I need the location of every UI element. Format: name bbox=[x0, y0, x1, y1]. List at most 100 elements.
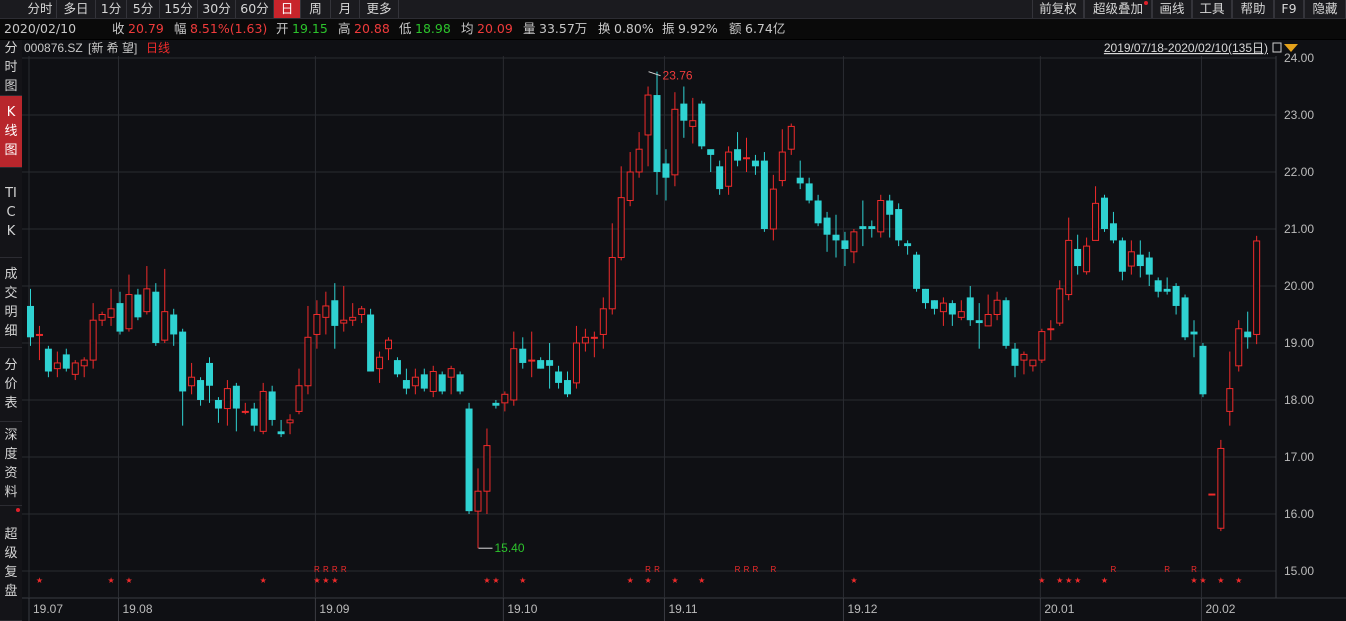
toolbar-button-6[interactable]: 隐藏 bbox=[1304, 0, 1346, 18]
amount-label: 额 bbox=[729, 21, 742, 36]
candle-body bbox=[680, 103, 688, 121]
candle-body bbox=[653, 95, 661, 172]
turnover-label: 换 bbox=[598, 21, 611, 36]
close-label: 收 bbox=[112, 21, 125, 36]
period-tab-7[interactable]: 日 bbox=[274, 0, 301, 18]
amount-value: 6.74亿 bbox=[745, 21, 786, 36]
candle-body bbox=[572, 342, 580, 384]
candle-body bbox=[367, 314, 375, 372]
toolbar-button-5[interactable]: F9 bbox=[1274, 0, 1304, 18]
candle-body bbox=[501, 393, 509, 404]
candle-body bbox=[1065, 239, 1073, 296]
x-tick-label: 19.09 bbox=[319, 602, 349, 616]
x-tick-label: 19.11 bbox=[668, 602, 697, 616]
candle-body bbox=[1136, 254, 1144, 267]
candle-body bbox=[393, 360, 401, 375]
star-signal-mark: ★ bbox=[1074, 576, 1081, 585]
candle-body bbox=[322, 305, 330, 318]
volume-value: 33.57万 bbox=[539, 21, 588, 36]
period-tab-10[interactable]: 更多 bbox=[360, 0, 399, 18]
star-signal-mark: ★ bbox=[313, 576, 320, 585]
candle-body bbox=[599, 308, 607, 335]
turnover-value: 0.80% bbox=[614, 21, 654, 36]
candle-body bbox=[1020, 353, 1028, 361]
period-tab-5[interactable]: 30分 bbox=[198, 0, 236, 18]
candle-body bbox=[939, 302, 947, 313]
candle-body bbox=[358, 308, 366, 315]
r-signal-mark: R bbox=[1191, 565, 1197, 574]
candle-body bbox=[1190, 331, 1198, 335]
candle-body bbox=[1208, 493, 1216, 496]
period-tab-4[interactable]: 15分 bbox=[160, 0, 198, 18]
side-tab-5[interactable]: 深度资料 bbox=[0, 422, 22, 506]
period-tab-3[interactable]: 5分 bbox=[127, 0, 160, 18]
candle-body bbox=[286, 419, 294, 424]
period-tab-8[interactable]: 周 bbox=[301, 0, 331, 18]
toolbar-button-label: 工具 bbox=[1199, 1, 1225, 16]
side-tab-3[interactable]: 成交明细 bbox=[0, 258, 22, 348]
high-label: 高 bbox=[338, 21, 351, 36]
candle-body bbox=[456, 374, 464, 392]
star-signal-mark: ★ bbox=[492, 576, 499, 585]
candle-body bbox=[877, 200, 885, 233]
candle-body bbox=[438, 374, 446, 392]
candle-body bbox=[760, 160, 768, 229]
r-signal-mark: R bbox=[323, 565, 329, 574]
candle-body bbox=[1181, 297, 1189, 338]
avg-value: 20.09 bbox=[477, 21, 513, 36]
r-signal-mark: R bbox=[645, 565, 651, 574]
candle-body bbox=[930, 300, 938, 309]
quote-date: 2020/02/10 bbox=[4, 21, 77, 36]
date-range-label[interactable]: 2019/07/18-2020/02/10(135日) bbox=[1104, 41, 1268, 55]
candle-body bbox=[841, 240, 849, 249]
y-tick-label: 16.00 bbox=[1284, 507, 1314, 521]
toolbar-button-4[interactable]: 帮助 bbox=[1232, 0, 1274, 18]
side-tab-label: 成交明细 bbox=[4, 266, 18, 339]
x-tick-label: 19.10 bbox=[507, 602, 537, 616]
side-tab-0[interactable]: 分时图 bbox=[0, 40, 22, 96]
period-tab-0[interactable]: 分时 bbox=[24, 0, 57, 18]
change-value: 8.51%(1.63) bbox=[190, 21, 268, 36]
candle-body bbox=[671, 108, 679, 176]
period-tab-1[interactable]: 多日 bbox=[57, 0, 96, 18]
star-signal-mark: ★ bbox=[1056, 576, 1063, 585]
candle-body bbox=[823, 217, 831, 235]
period-tab-9[interactable]: 月 bbox=[331, 0, 360, 18]
side-tab-4[interactable]: 分价表 bbox=[0, 348, 22, 422]
candle-body bbox=[1047, 328, 1055, 331]
dropdown-arrow-icon[interactable] bbox=[1284, 44, 1298, 52]
side-tab-2[interactable]: TICK bbox=[0, 168, 22, 258]
candle-body bbox=[492, 402, 500, 406]
candle-body bbox=[957, 311, 965, 318]
candle-body bbox=[734, 149, 742, 161]
candle-body bbox=[53, 362, 61, 370]
toolbar-button-1[interactable]: 超级叠加 bbox=[1084, 0, 1152, 18]
candle-body bbox=[1056, 288, 1064, 324]
x-tick-label: 20.02 bbox=[1205, 602, 1235, 616]
toolbar-button-2[interactable]: 画线 bbox=[1152, 0, 1192, 18]
r-signal-mark: R bbox=[770, 565, 776, 574]
kline-svg[interactable]: 24.00 23.00 22.00 21.00 20.00 19.00 18.00 17.00… bbox=[22, 40, 1346, 621]
toolbar-button-3[interactable]: 工具 bbox=[1192, 0, 1232, 18]
side-tab-1[interactable]: K线图 bbox=[0, 96, 22, 168]
candle-body bbox=[751, 160, 759, 167]
toolbar-button-label: 帮助 bbox=[1240, 1, 1266, 16]
candle-body bbox=[474, 490, 482, 512]
candle-body bbox=[707, 149, 715, 155]
period-tab-2[interactable]: 1分 bbox=[96, 0, 127, 18]
side-tab-label: 深度资料 bbox=[4, 427, 18, 500]
toolbar-button-0[interactable]: 前复权 bbox=[1032, 0, 1084, 18]
side-tab-6[interactable]: 超级复盘 bbox=[0, 506, 22, 621]
candle-body bbox=[304, 336, 312, 387]
r-signal-mark: R bbox=[654, 565, 660, 574]
candle-body bbox=[778, 151, 786, 182]
star-signal-mark: ★ bbox=[1235, 576, 1242, 585]
candle-body bbox=[420, 374, 428, 389]
candle-body bbox=[331, 300, 339, 326]
star-signal-mark: ★ bbox=[671, 576, 678, 585]
candle-body bbox=[1092, 202, 1100, 241]
kline-chart[interactable]: 24.00 23.00 22.00 21.00 20.00 19.00 18.00 17.00… bbox=[22, 40, 1346, 621]
y-tick-label: 17.00 bbox=[1284, 450, 1314, 464]
candle-body bbox=[1226, 388, 1234, 412]
period-tab-6[interactable]: 60分 bbox=[236, 0, 274, 18]
